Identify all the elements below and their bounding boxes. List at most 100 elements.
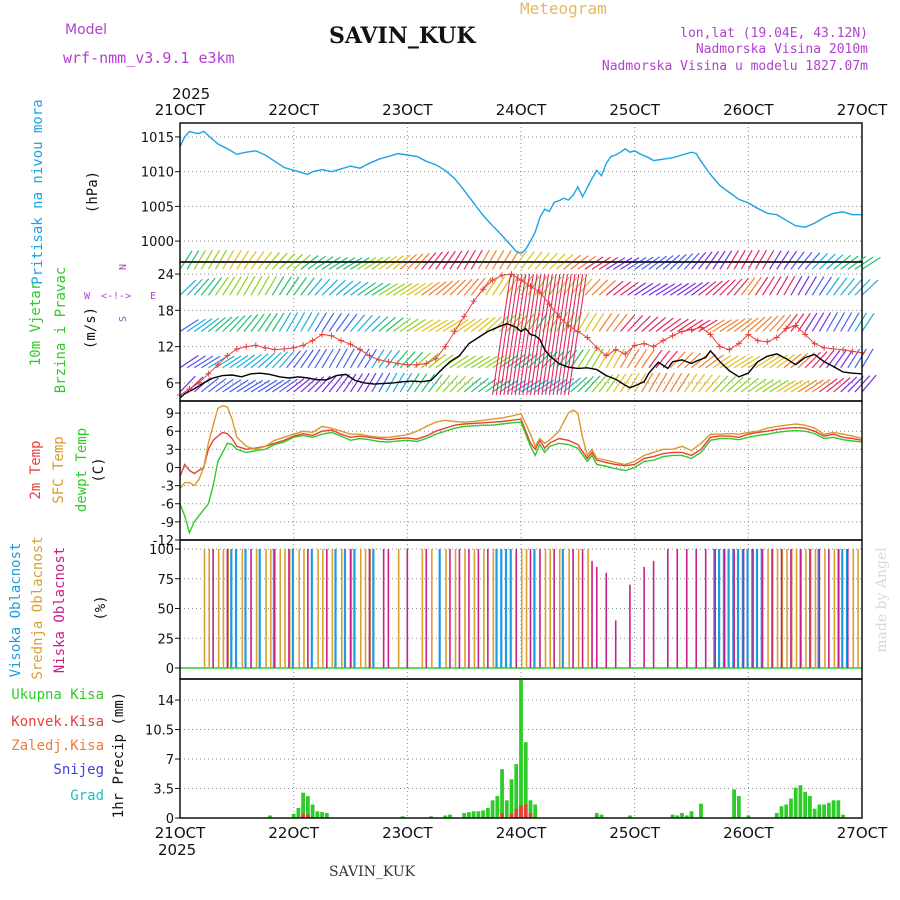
precip-bar [514, 764, 519, 818]
wind-arrow-storm [514, 274, 534, 396]
wind-arrow [740, 377, 759, 393]
precip-bar [594, 812, 599, 818]
gust-marker [697, 324, 704, 331]
precip-bar [490, 800, 495, 818]
gust-marker [584, 334, 591, 341]
x-tick-bottom-27OCT: 27OCT [837, 824, 888, 842]
x-year-bottom: 2025 [158, 841, 196, 859]
wind-arrow [435, 354, 454, 369]
wind-arrow [833, 377, 851, 393]
wind-arrow [754, 276, 769, 296]
precip-conv-bar [305, 814, 310, 818]
wind-arrow [804, 351, 822, 369]
wind-arrow [314, 256, 334, 270]
wind-arrow [691, 252, 707, 270]
wind-arrow [655, 372, 668, 393]
wind-arrow [442, 280, 460, 296]
wind-arrow [421, 373, 435, 393]
wind-arrow [577, 348, 591, 369]
wind-arrow [186, 355, 206, 369]
wind-arrow [790, 379, 810, 393]
gust-marker [281, 346, 288, 353]
panel-temperature: -12 -9 -6 -3 0 3 6 9 [153, 400, 863, 549]
gust-marker [423, 360, 430, 367]
series-sfc-temp [179, 405, 863, 490]
wind-arrow [470, 277, 486, 296]
wind-arrow [833, 277, 848, 296]
y-tick-label: 24 [157, 268, 174, 283]
wind-arrow [286, 312, 299, 332]
x-tick-bottom-23OCT: 23OCT [382, 824, 433, 842]
precip-bar [784, 804, 789, 818]
wind-arrow [215, 378, 234, 393]
gust-marker [688, 326, 695, 333]
wind-arrow [399, 351, 416, 369]
wind-arrow [612, 348, 625, 369]
wind-arrow [811, 351, 828, 369]
wind-arrow [506, 354, 525, 369]
gust-marker [432, 355, 439, 362]
precip-bar [296, 807, 301, 818]
wind-arrow [719, 250, 733, 270]
wind-arrow [300, 277, 315, 296]
wind-arrow [250, 251, 265, 270]
wind-arrow [762, 250, 775, 270]
wind-arrow [783, 379, 803, 393]
wind-arrow [641, 316, 659, 332]
legend-snow: Snijeg [53, 762, 104, 778]
wind-arrow [229, 379, 249, 393]
panel-pressure: 1000 1005 1010 1015 [141, 122, 863, 263]
series-2m-temp [179, 418, 863, 477]
wind-arrow [840, 277, 856, 296]
wind-arrow [712, 319, 732, 333]
wind-arrow [300, 349, 314, 369]
wind-arrow [804, 276, 817, 296]
wind-arrow [676, 373, 690, 393]
wind-arrow [683, 352, 702, 369]
dir-key-w: W [84, 291, 91, 302]
precip-bar [699, 803, 703, 818]
wind-arrow [200, 277, 216, 296]
wind-arrow [193, 318, 213, 332]
gust-marker [631, 342, 638, 349]
wind-arrow [783, 275, 796, 296]
precip-bar [793, 787, 798, 818]
gust-marker [489, 277, 496, 284]
y-tick-label: 3.5 [153, 783, 174, 798]
wind-arrow [634, 315, 651, 332]
y-tick-label: 1005 [141, 200, 174, 215]
precip-bar [476, 811, 481, 818]
y-tick-label: 0 [166, 461, 174, 476]
cloud-ylabel-low: Niska Oblacnost [52, 547, 68, 673]
wind-arrow [428, 281, 447, 296]
y-tick-label: 1010 [141, 166, 174, 181]
precip-bar [779, 806, 784, 818]
wind-arrow [456, 355, 476, 369]
wind-arrow [371, 282, 391, 296]
wind-arrow [378, 255, 398, 270]
wind-arrow [740, 317, 759, 332]
wind-arrow [335, 257, 356, 270]
wind-arrow [243, 275, 256, 296]
gust-marker [726, 346, 733, 353]
wind-arrow [811, 276, 825, 296]
wind-arrow [705, 280, 723, 296]
wind-arrow [371, 256, 391, 270]
y-tick-label: 9 [166, 407, 174, 422]
wind-arrow [847, 375, 864, 393]
wind-arrow-storm [499, 274, 519, 396]
wind-arrow [762, 315, 779, 332]
wind-arrow [406, 351, 424, 369]
wind-arrow [371, 316, 389, 332]
gust-marker [840, 346, 847, 353]
y-tick-label: 3 [166, 443, 174, 458]
precip-bar [798, 785, 803, 818]
x-tick-top-22OCT: 22OCT [268, 101, 319, 119]
gust-marker [195, 379, 202, 386]
wind-arrow [414, 319, 434, 333]
wind-arrow [619, 348, 633, 369]
wind-arrow [350, 257, 370, 270]
wind-arrow [193, 278, 210, 296]
wind-arrow [392, 317, 412, 332]
